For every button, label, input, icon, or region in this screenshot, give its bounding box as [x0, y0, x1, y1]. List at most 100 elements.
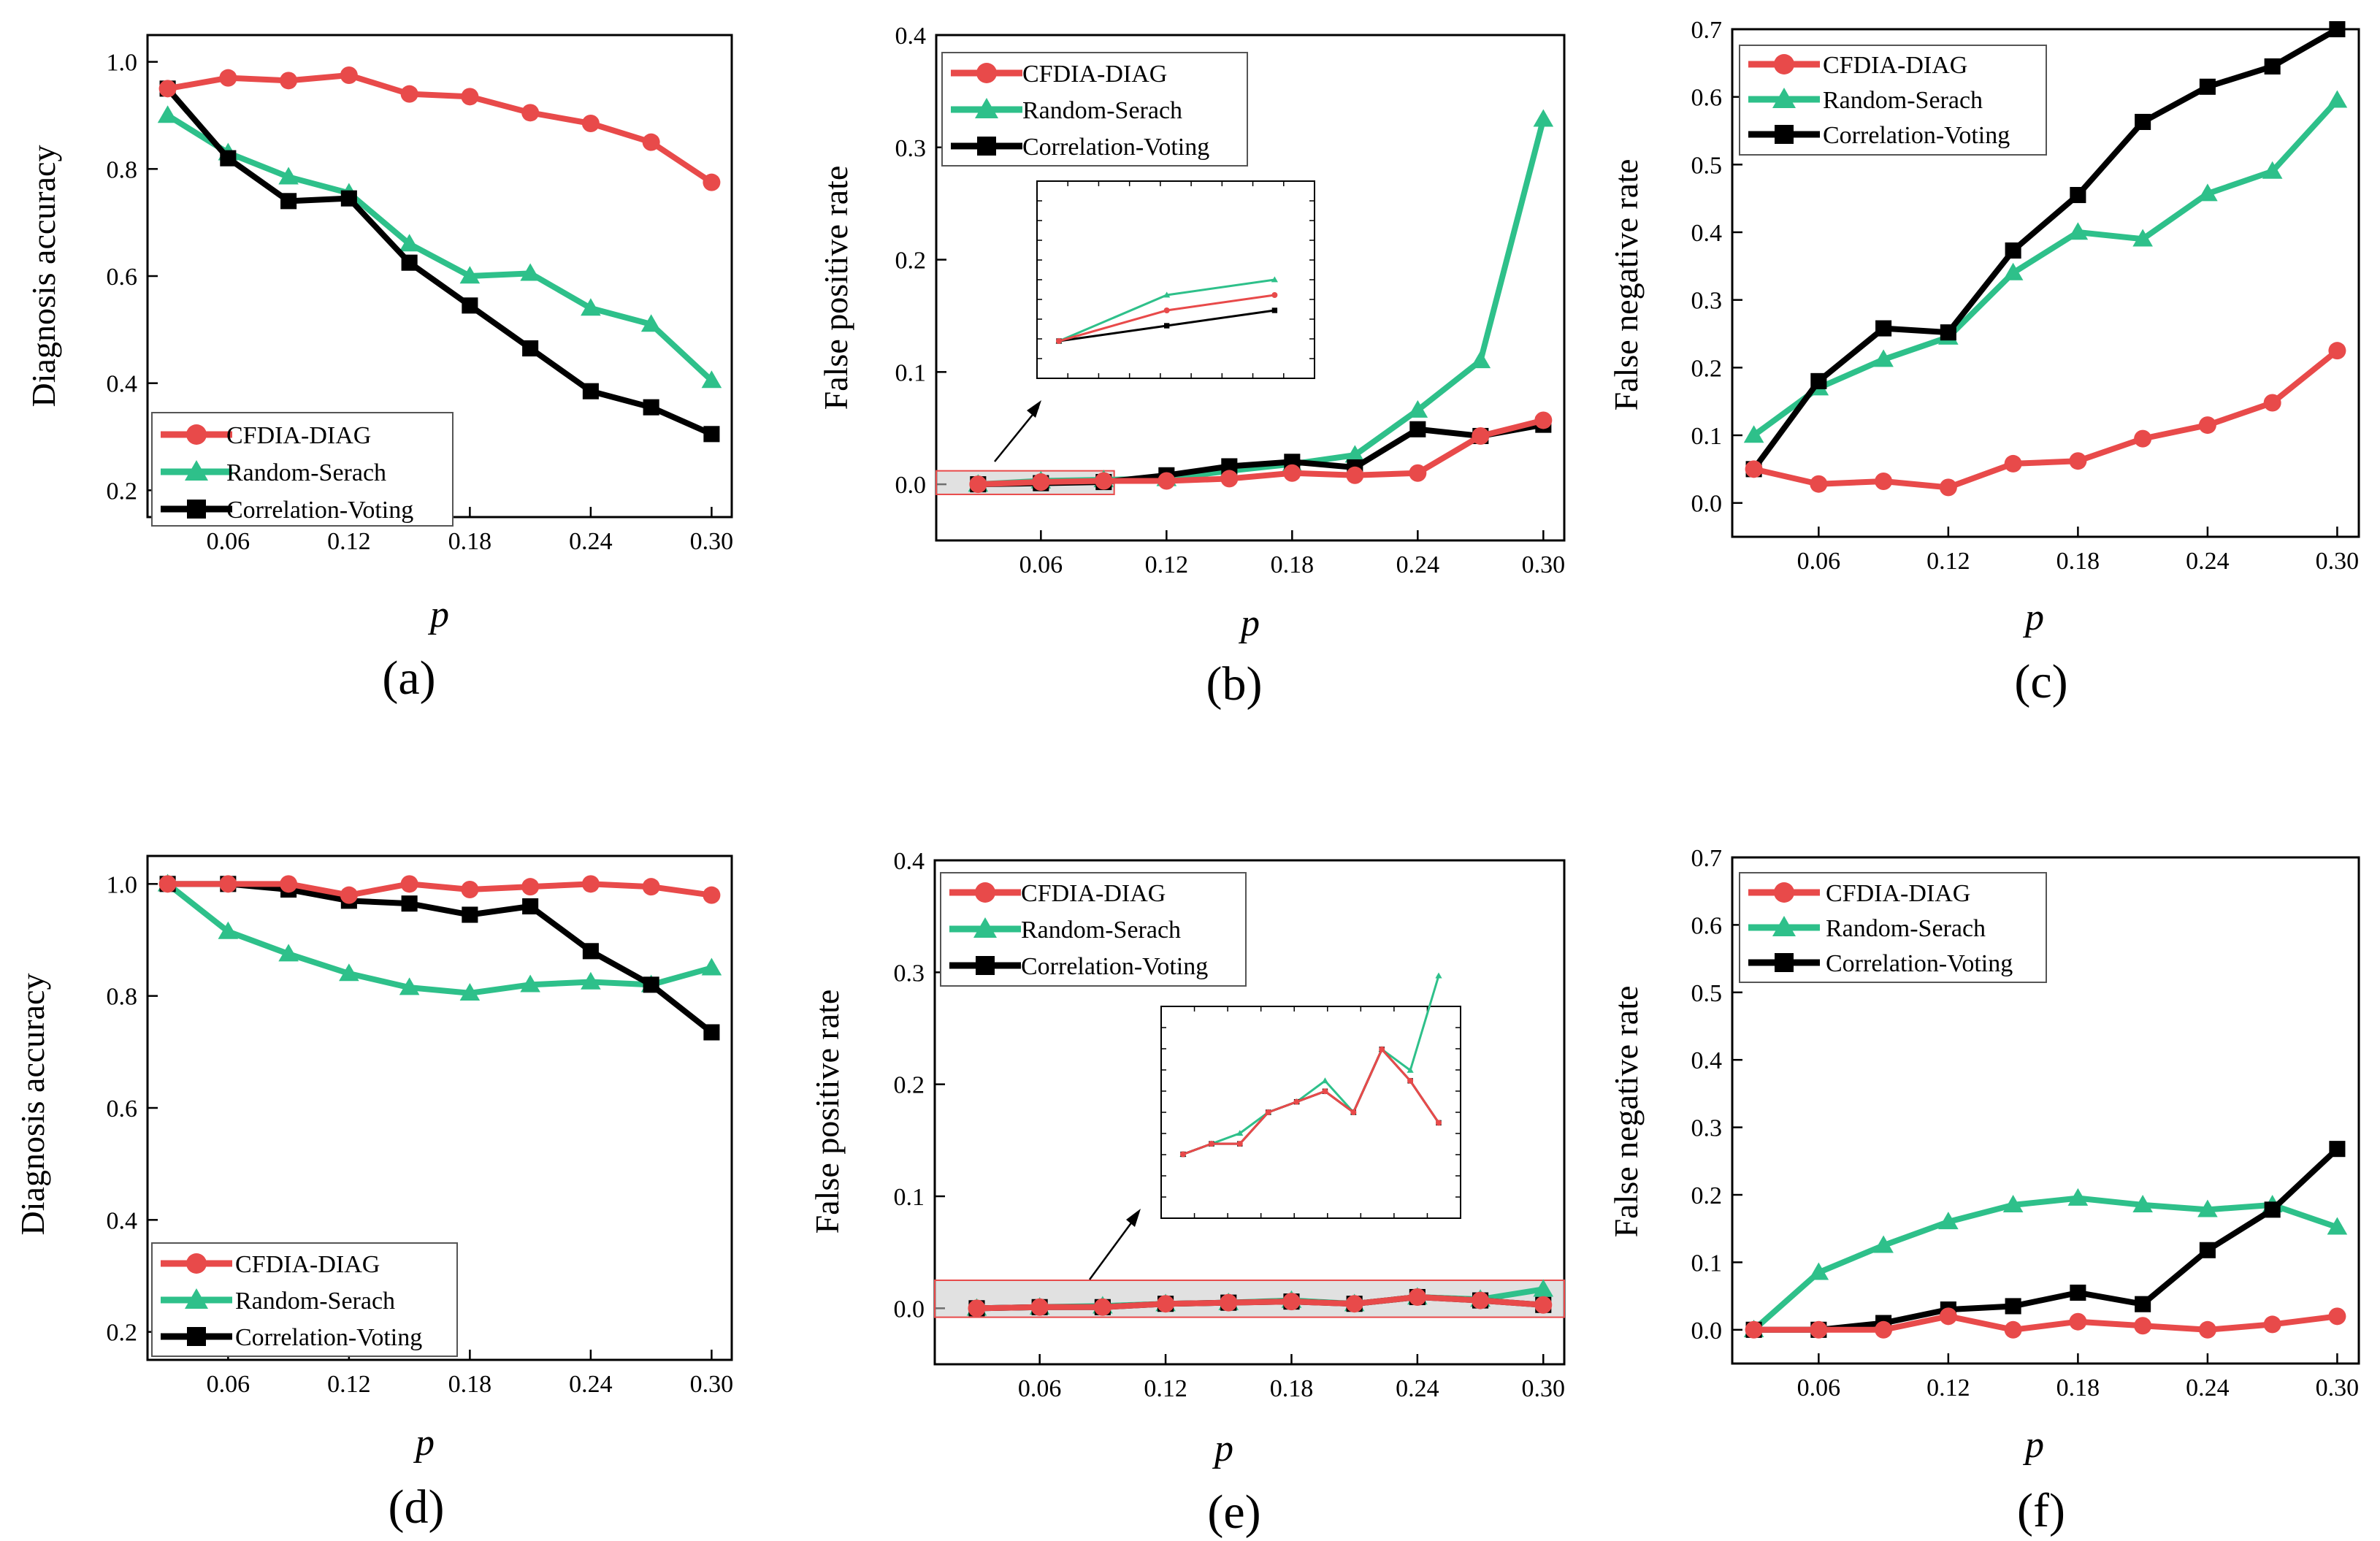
data-point — [1745, 1320, 1763, 1339]
data-point — [2264, 1201, 2281, 1218]
legend-label-correlation: Correlation-Voting — [226, 497, 413, 524]
plot-frame — [1731, 28, 2360, 538]
y-tick-label: 1.0 — [107, 871, 138, 898]
legend-label-correlation: Correlation-Voting — [235, 1324, 422, 1351]
data-point — [280, 193, 297, 210]
data-point — [461, 881, 479, 898]
legend-marker-cfdia — [975, 882, 995, 903]
data-point — [701, 957, 722, 976]
zoom-arrow — [994, 407, 1039, 462]
y-tick-label: 0.2 — [894, 1072, 925, 1099]
y-tick-label: 0.6 — [107, 1095, 138, 1123]
x-tick-label: 0.06 — [1797, 1374, 1841, 1402]
legend-label-cfdia: CFDIA-DIAG — [1826, 880, 1970, 907]
x-axis-title: p — [427, 594, 449, 635]
data-point — [1875, 473, 1893, 491]
data-point — [1810, 1320, 1828, 1339]
series-line — [1753, 1147, 2340, 1333]
data-point — [2067, 222, 2089, 240]
data-point — [462, 906, 478, 923]
series-line — [1751, 1195, 2338, 1332]
data-point — [2004, 454, 2022, 473]
data-point — [522, 340, 539, 357]
y-tick-label: 0.7 — [1691, 845, 1723, 872]
series-line — [167, 881, 712, 898]
x-tick-label: 0.18 — [2056, 548, 2100, 575]
series-line — [165, 86, 713, 437]
legend-label-correlation: Correlation-Voting — [1021, 953, 1208, 980]
data-point — [1346, 466, 1364, 484]
data-point — [703, 426, 720, 443]
data-point — [1409, 464, 1427, 482]
series-layer — [1743, 1141, 2348, 1339]
x-tick-label: 0.18 — [1271, 551, 1315, 578]
plot-frame — [1731, 856, 2360, 1365]
axis-ticks: 0.06 0.12 0.18 0.24 0.30 0.0 0.1 0.2 0.3 0.4 — [894, 848, 1566, 1402]
data-point — [459, 266, 481, 284]
data-point — [278, 167, 299, 185]
data-point — [1221, 458, 1238, 475]
legend-label-cfdia: CFDIA-DIAG — [1823, 52, 1967, 79]
legend-marker-correlation — [1775, 125, 1794, 144]
data-point — [158, 80, 177, 98]
data-point — [280, 72, 298, 90]
legend-marker-correlation — [977, 137, 996, 156]
legend-label-random: Random-Serach — [226, 459, 386, 486]
data-point — [1408, 1288, 1426, 1306]
inset — [1160, 972, 1461, 1219]
data-point — [2132, 1195, 2153, 1213]
data-point — [219, 69, 237, 87]
x-axis-title: p — [1238, 603, 1260, 644]
y-tick-label: 0.3 — [1691, 1115, 1723, 1142]
data-point — [642, 878, 660, 896]
x-tick-label: 0.30 — [1522, 1375, 1566, 1402]
y-tick-label: 0.1 — [894, 1184, 925, 1211]
inset-data-point — [1322, 1088, 1328, 1095]
legend-marker-random — [185, 1288, 208, 1309]
series-layer — [157, 873, 722, 1041]
data-point — [643, 399, 659, 416]
zoom-arrow-head — [1027, 400, 1041, 418]
data-point — [278, 944, 299, 962]
data-point — [1220, 1293, 1238, 1312]
inset-data-point — [1379, 1046, 1385, 1052]
data-point — [1533, 1279, 1554, 1297]
data-point — [1810, 475, 1828, 493]
data-point — [1095, 472, 1113, 490]
y-tick-label: 0.4 — [894, 848, 925, 875]
data-point — [2262, 161, 2283, 179]
y-tick-label: 0.2 — [895, 248, 927, 275]
x-tick-label: 0.12 — [1926, 548, 1970, 575]
inset-frame — [1160, 1006, 1461, 1219]
y-tick-label: 0.4 — [1691, 220, 1723, 247]
y-tick-label: 0.6 — [1691, 85, 1723, 112]
y-tick-label: 0.6 — [107, 264, 138, 291]
inset-data-point — [1435, 972, 1442, 979]
data-point — [2328, 342, 2346, 360]
data-point — [1158, 472, 1176, 490]
data-point — [2070, 186, 2086, 204]
inset-data-point — [1164, 323, 1170, 329]
series-layer — [157, 66, 722, 443]
x-tick-label: 0.30 — [690, 1371, 734, 1398]
series-line — [166, 882, 713, 996]
y-tick-label: 0.4 — [107, 1207, 138, 1234]
y-tick-label: 0.0 — [895, 472, 927, 499]
legend: CFDIA-DIAG Random-Serach Correlation-Vot… — [940, 872, 1247, 987]
inset-data-point — [1321, 1077, 1329, 1084]
data-point — [1534, 1296, 1553, 1314]
data-point — [703, 886, 721, 904]
legend: CFDIA-DIAG Random-Serach Correlation-Vot… — [151, 412, 454, 527]
data-point — [1283, 464, 1301, 482]
panel-label: (c) — [2014, 655, 2067, 708]
x-tick-label: 0.06 — [207, 528, 250, 555]
y-tick-label: 0.3 — [894, 960, 925, 987]
inset-data-point — [1436, 1120, 1442, 1126]
y-axis-title: Diagnosis accuracy — [25, 145, 62, 408]
axis-ticks: 0.06 0.12 0.18 0.24 0.30 0.0 0.1 0.2 0.3 0.4 0.5 0.… — [1691, 845, 2360, 1402]
panel-label: (a) — [382, 651, 435, 705]
data-point — [1032, 473, 1050, 492]
x-tick-label: 0.30 — [1522, 551, 1566, 578]
data-point — [2263, 394, 2281, 412]
